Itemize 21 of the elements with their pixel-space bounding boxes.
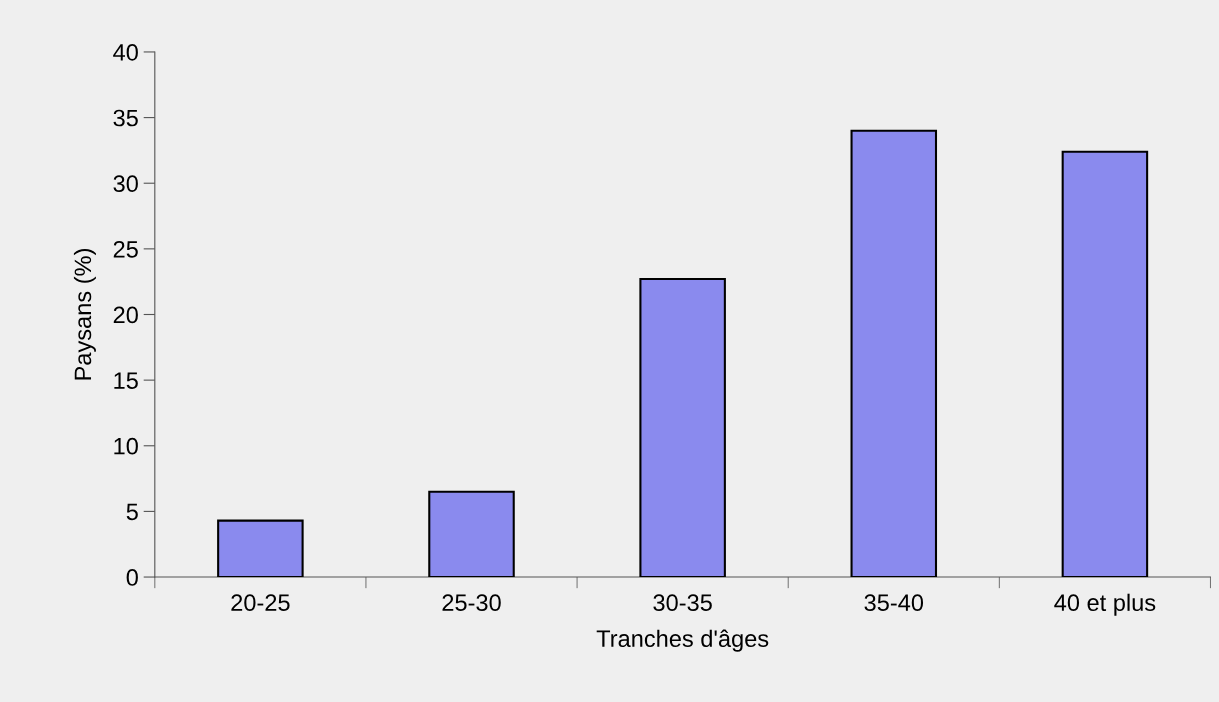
y-tick-label: 20 xyxy=(113,306,138,324)
x-tick-label: 40 et plus xyxy=(1054,593,1156,616)
x-tick-label: 25-30 xyxy=(442,594,501,612)
y-tick-label: 25 xyxy=(113,240,138,258)
bar xyxy=(850,129,938,578)
x-tick-label: 35-40 xyxy=(864,594,924,612)
y-tick-label: 10 xyxy=(114,437,138,455)
y-tick-label: 15 xyxy=(114,372,138,389)
x-tick-label: 20-25 xyxy=(231,594,290,612)
y-tick-label: 35 xyxy=(113,109,138,127)
x-tick-label: 30-35 xyxy=(653,594,712,612)
bar xyxy=(217,519,304,578)
y-tick-label: 5 xyxy=(126,503,138,521)
bar xyxy=(639,278,726,578)
bar xyxy=(428,490,515,578)
bar xyxy=(1061,150,1149,578)
y-axis-title: Paysans (%) xyxy=(73,249,96,380)
y-tick-label: 30 xyxy=(113,175,138,193)
y-tick-label: 0 xyxy=(126,569,138,586)
x-axis-title: Tranches d'âges xyxy=(596,629,769,652)
y-tick-label: 40 xyxy=(113,44,138,61)
